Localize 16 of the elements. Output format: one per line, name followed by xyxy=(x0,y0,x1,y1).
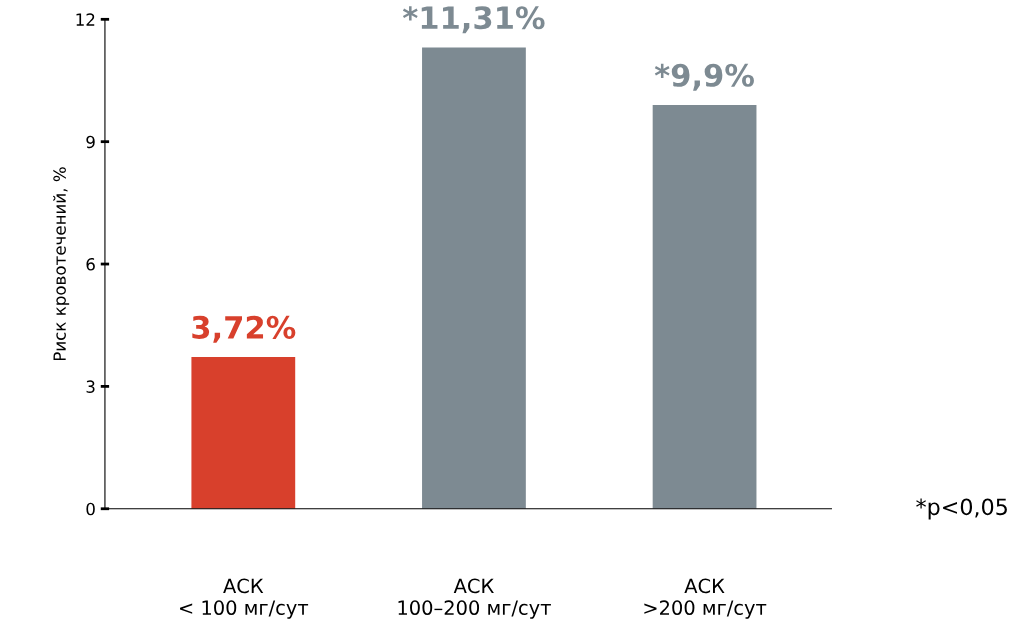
y-tick-label: 12 xyxy=(76,13,95,26)
x-tick-label: АСК < 100 мг/сут xyxy=(180,578,309,619)
y-tick-label: 0 xyxy=(86,502,95,516)
y-axis-title: Риск кровотечений, % xyxy=(53,167,70,361)
text: *p<0,05 xyxy=(916,498,1007,520)
bar xyxy=(191,357,296,509)
x-tick-label: АСК 100–200 мг/сут xyxy=(398,578,551,619)
data-label: *11,31% xyxy=(402,6,545,34)
data-label: *9,9% xyxy=(654,63,754,91)
x-tick-label: АСК >200 мг/сут xyxy=(644,578,767,619)
y-tick-label: 3 xyxy=(86,380,95,393)
bar xyxy=(652,104,757,509)
bar xyxy=(422,47,526,509)
data-label: 3,72% xyxy=(192,315,296,343)
y-tick-label: 9 xyxy=(86,135,95,149)
y-tick-label: 6 xyxy=(86,258,95,271)
